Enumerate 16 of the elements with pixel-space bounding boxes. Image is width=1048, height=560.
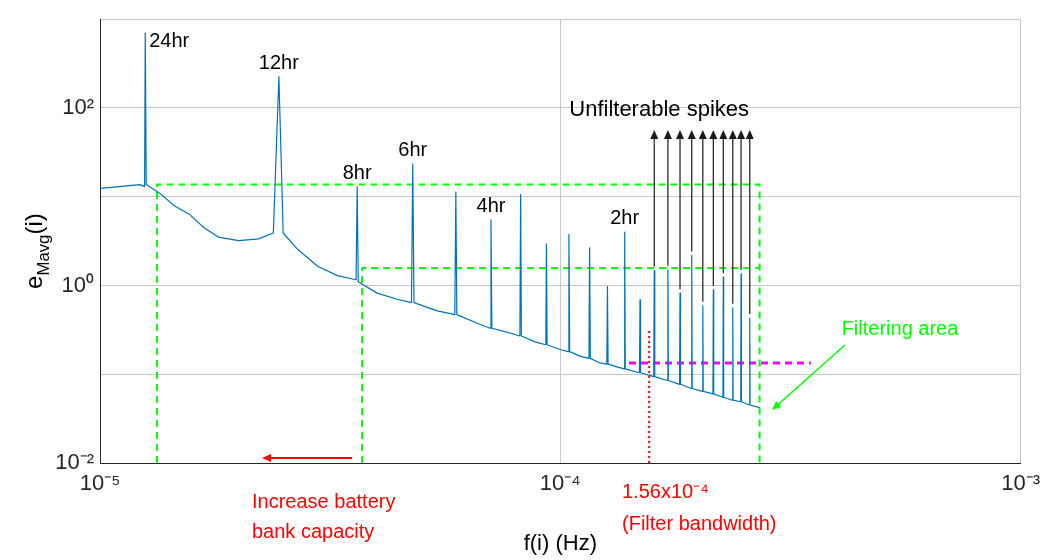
annotation: 4hr — [476, 193, 506, 216]
annotation: 8hr — [342, 160, 372, 183]
text: Increase battery bank capacity — [252, 490, 396, 542]
x-tick-label: 10⁻³ — [1001, 470, 1040, 496]
annotation: Unfilterable spikes — [569, 96, 750, 121]
x-tick-label: 10⁻⁴ — [539, 470, 581, 496]
y-tick-label: 10² — [62, 94, 94, 120]
x-axis-title: f(i) (Hz) — [523, 530, 597, 555]
annotation: 12hr — [258, 50, 300, 73]
annotation: 6hr — [398, 137, 428, 160]
annotation: Filtering area — [841, 317, 960, 339]
text: 1.56x10⁻⁴ (Filter bandwidth) — [622, 480, 777, 534]
y-axis-title: eMavg(i) — [20, 213, 54, 289]
annotation: 24hr — [149, 28, 190, 51]
y-tick-label: 10⁰ — [61, 271, 94, 297]
annotation: 2hr — [610, 206, 640, 229]
